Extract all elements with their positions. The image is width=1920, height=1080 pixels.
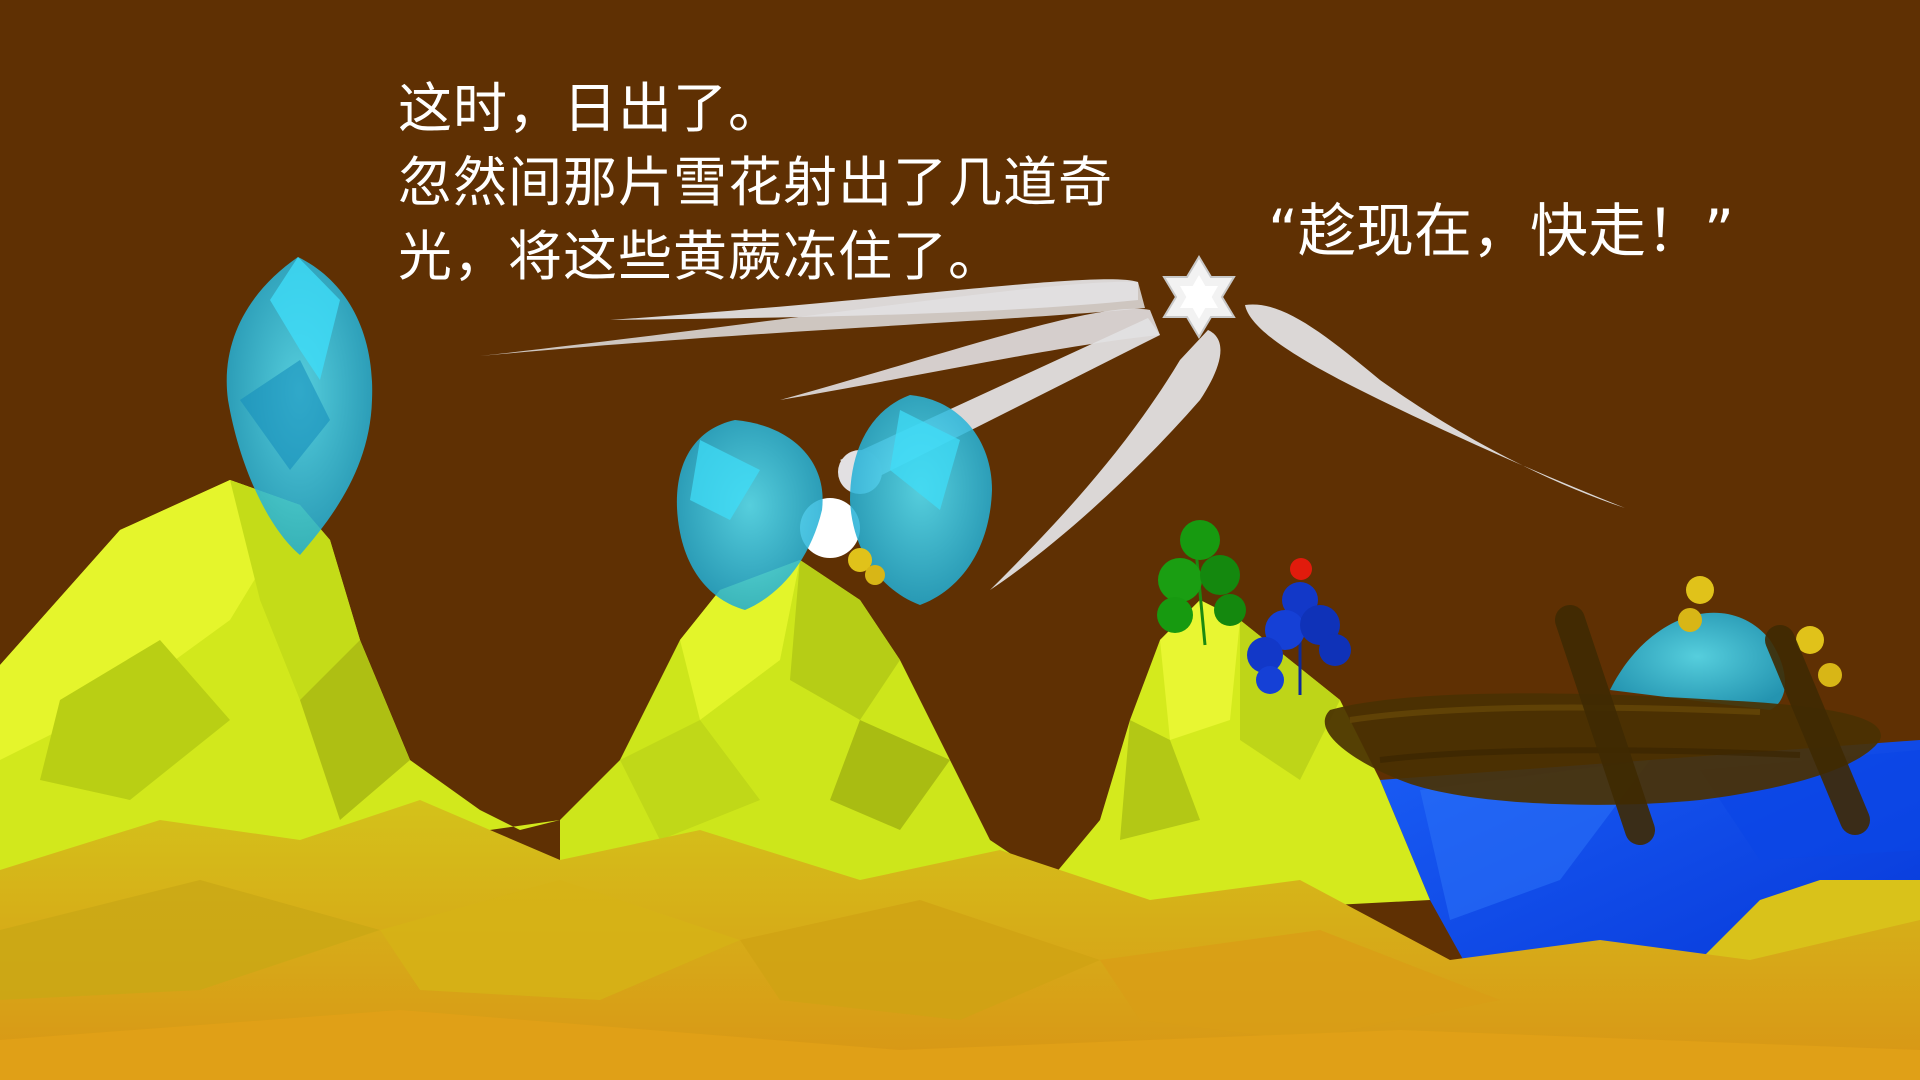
narration-line-1: 这时，日出了。: [398, 77, 783, 140]
mountain-range: [0, 480, 1920, 1000]
ice-crystal-middle-left: [676, 420, 823, 610]
narration-text: 这时，日出了。 忽然间那片雪花射出了几道奇 光，将这些黄蕨冻住了。: [398, 72, 1118, 294]
sand-dunes: [0, 800, 1920, 1080]
red-berry-icon: [1290, 558, 1312, 580]
narration-line-3: 光，将这些黄蕨冻住了。: [398, 225, 1003, 288]
dialogue-text: “趁现在，快走！”: [1268, 197, 1735, 265]
narration-line-2: 忽然间那片雪花射出了几道奇: [398, 151, 1113, 214]
wooden-raft: [1324, 605, 1881, 845]
fern-yellow-right: [1678, 576, 1842, 687]
ice-crystal-left: [226, 257, 373, 555]
fern-yellow-small: [848, 548, 885, 585]
fern-blue: [1247, 582, 1351, 695]
fern-green: [1157, 520, 1246, 646]
snowflake-star-icon: [1162, 255, 1236, 339]
ice-crystal-right: [1610, 612, 1785, 710]
ice-crystal-middle-right: [850, 395, 992, 605]
